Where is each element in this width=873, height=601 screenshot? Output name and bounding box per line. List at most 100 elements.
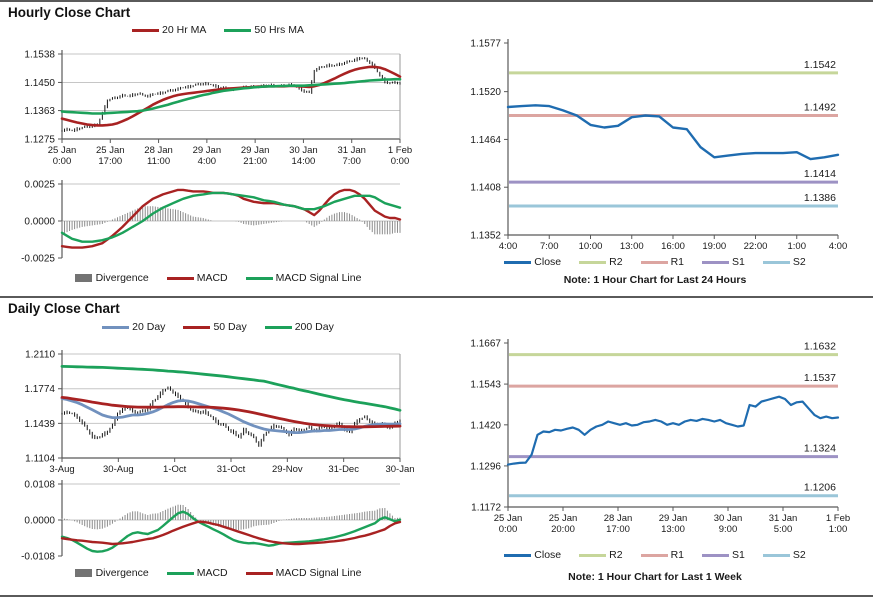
svg-text:1 Feb: 1 Feb [388, 145, 412, 156]
svg-text:0.0000: 0.0000 [24, 516, 55, 527]
50-hrs-ma-legend-swatch-icon [224, 28, 252, 32]
svg-text:1.1492: 1.1492 [804, 102, 836, 114]
legend-label: 20 Day [132, 321, 166, 333]
legend-label: 50 Day [213, 321, 247, 333]
svg-text:1.1296: 1.1296 [470, 461, 501, 472]
legend-label: MACD Signal Line [275, 567, 362, 579]
macd-legend-swatch-icon [166, 571, 194, 575]
svg-text:1-Oct: 1-Oct [163, 464, 187, 474]
svg-text:1.1206: 1.1206 [804, 482, 836, 494]
legend-item-r2: R2 [579, 549, 623, 561]
legend-item-20-day: 20 Day [102, 321, 165, 333]
s1-legend-swatch-icon [702, 553, 730, 557]
pivot-24h-legend: Close R2 R1 S1 S2 [437, 256, 873, 268]
svg-text:0.0025: 0.0025 [24, 180, 55, 191]
r2-legend-swatch-icon [579, 553, 607, 557]
close-legend-swatch-icon [504, 553, 532, 557]
legend-label: R1 [670, 549, 685, 561]
macd-legend-swatch-icon [166, 276, 194, 280]
legend-item-divergence: Divergence [74, 567, 149, 579]
svg-text:-0.0025: -0.0025 [21, 254, 55, 265]
hourly-section-title: Hourly Close Chart [8, 5, 131, 20]
pivot-week-note: Note: 1 Hour Chart for Last 1 Week [568, 571, 742, 583]
legend-item-close: Close [504, 549, 561, 561]
legend-item-macd-signal-line: MACD Signal Line [245, 567, 362, 579]
svg-text:31-Dec: 31-Dec [328, 464, 359, 474]
legend-item-macd: MACD [166, 272, 228, 284]
hourly-macd-legend: Divergence MACD MACD Signal Line [0, 272, 436, 284]
legend-item-r1: R1 [640, 549, 685, 561]
svg-text:1.1352: 1.1352 [470, 231, 501, 242]
svg-text:30 Jan: 30 Jan [714, 513, 743, 524]
divergence-legend-swatch-icon [74, 274, 92, 282]
svg-text:11:00: 11:00 [147, 156, 170, 167]
svg-text:1.2110: 1.2110 [25, 350, 55, 361]
legend-label: S2 [792, 549, 806, 561]
svg-text:1.1414: 1.1414 [804, 168, 836, 180]
svg-text:1.1542: 1.1542 [804, 59, 836, 71]
close-legend-swatch-icon [504, 260, 532, 264]
pivot-24h-note: Note: 1 Hour Chart for Last 24 Hours [563, 274, 747, 286]
legend-item-s1: S1 [702, 549, 745, 561]
r2-legend-swatch-icon [579, 260, 607, 264]
svg-text:1.1577: 1.1577 [470, 39, 501, 50]
svg-text:1.1104: 1.1104 [25, 454, 55, 465]
svg-text:1.1172: 1.1172 [471, 503, 501, 514]
svg-text:1.1450: 1.1450 [24, 78, 55, 89]
svg-text:29 Jan: 29 Jan [193, 145, 222, 156]
svg-text:25 Jan: 25 Jan [48, 145, 77, 156]
svg-text:21:00: 21:00 [243, 156, 267, 167]
svg-text:0:00: 0:00 [53, 156, 72, 167]
svg-text:1.1538: 1.1538 [24, 50, 55, 61]
svg-text:0.0000: 0.0000 [24, 217, 55, 228]
macd-signal-line-legend-swatch-icon [245, 276, 273, 280]
50-day-legend-swatch-icon [183, 325, 211, 329]
svg-text:30 Jan: 30 Jan [289, 145, 318, 156]
legend-label: Divergence [95, 272, 149, 284]
svg-text:5:00: 5:00 [774, 524, 793, 535]
20-day-legend-swatch-icon [102, 325, 130, 329]
legend-label: MACD [196, 567, 228, 579]
svg-text:1.1543: 1.1543 [470, 380, 501, 391]
hourly-ma-legend: 20 Hr MA 50 Hrs MA [0, 24, 436, 36]
svg-text:1.1439: 1.1439 [24, 419, 55, 430]
svg-text:28 Jan: 28 Jan [144, 145, 173, 156]
svg-text:7:00: 7:00 [342, 156, 361, 167]
daily-macd-legend: Divergence MACD MACD Signal Line [0, 567, 436, 579]
svg-text:1:00: 1:00 [829, 524, 848, 535]
legend-label: 200 Day [294, 321, 334, 333]
legend-label: MACD Signal Line [275, 272, 362, 284]
legend-item-50-day: 50 Day [183, 321, 247, 333]
legend-item-200-day: 200 Day [264, 321, 334, 333]
svg-text:7:00: 7:00 [540, 241, 559, 252]
legend-item-s2: S2 [762, 256, 806, 268]
s1-legend-swatch-icon [702, 260, 730, 264]
svg-text:31 Jan: 31 Jan [337, 145, 366, 156]
pivot-week-legend: Close R2 R1 S1 S2 [437, 549, 873, 561]
daily-ma-legend: 20 Day 50 Day 200 Day [0, 321, 436, 333]
svg-text:0.0108: 0.0108 [24, 480, 55, 491]
svg-text:22:00: 22:00 [744, 241, 768, 252]
svg-text:-0.0108: -0.0108 [21, 552, 55, 563]
legend-item-close: Close [504, 256, 561, 268]
legend-item-macd: MACD [166, 567, 228, 579]
svg-text:1.1386: 1.1386 [804, 192, 836, 204]
svg-text:10:00: 10:00 [579, 241, 603, 252]
svg-text:17:00: 17:00 [606, 524, 630, 535]
svg-text:1.1324: 1.1324 [804, 443, 836, 455]
legend-label: R1 [670, 256, 685, 268]
r1-legend-swatch-icon [640, 553, 668, 557]
svg-text:1.1420: 1.1420 [470, 420, 501, 431]
svg-text:31-Oct: 31-Oct [217, 464, 246, 474]
svg-text:1.1464: 1.1464 [470, 135, 501, 146]
svg-text:0:00: 0:00 [391, 156, 410, 167]
legend-item-r2: R2 [579, 256, 623, 268]
svg-text:1.1667: 1.1667 [470, 339, 501, 350]
legend-item-r1: R1 [640, 256, 685, 268]
svg-text:1.1537: 1.1537 [804, 372, 836, 384]
